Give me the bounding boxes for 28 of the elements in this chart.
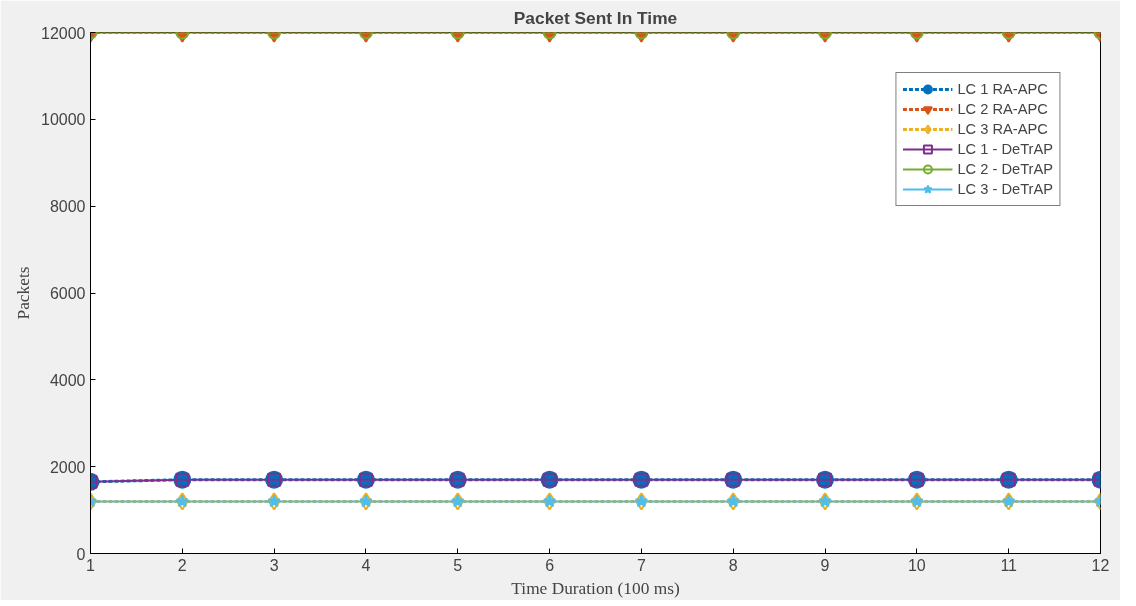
x-tick-label: 11	[1000, 556, 1018, 574]
y-tick-label: 4000	[49, 371, 86, 389]
chart-title: Packet Sent In Time	[513, 7, 678, 28]
y-tick-label: 0	[76, 545, 86, 563]
y-tick-label: 8000	[49, 198, 86, 216]
x-tick-label: 9	[820, 556, 830, 574]
x-tick-label: 12	[1091, 556, 1110, 574]
legend-label: LC 1 RA-APC	[957, 81, 1048, 97]
legend-label: LC 2 - DeTrAP	[957, 161, 1053, 177]
x-tick-label: 5	[453, 556, 463, 574]
y-tick-label: 12000	[41, 24, 86, 42]
legend-label: LC 3 RA-APC	[957, 121, 1048, 137]
x-tick-label: 8	[728, 556, 738, 574]
legend-label: LC 2 RA-APC	[957, 101, 1048, 117]
x-tick-label: 1	[86, 556, 96, 574]
x-tick-label: 2	[177, 556, 187, 574]
x-axis-title: Time Duration (100 ms)	[511, 578, 680, 598]
y-tick-label: 2000	[49, 458, 86, 476]
y-tick-label: 10000	[41, 111, 86, 129]
legend-label: LC 3 - DeTrAP	[957, 181, 1053, 197]
x-tick-label: 4	[361, 556, 371, 574]
x-tick-label: 3	[269, 556, 279, 574]
x-tick-label: 6	[545, 556, 555, 574]
y-tick-label: 6000	[49, 285, 86, 302]
x-tick-label: 7	[636, 556, 646, 574]
legend-label: LC 1 - DeTrAP	[957, 141, 1053, 157]
y-axis-title: Packets	[14, 266, 34, 320]
x-tick-label: 10	[907, 556, 926, 574]
